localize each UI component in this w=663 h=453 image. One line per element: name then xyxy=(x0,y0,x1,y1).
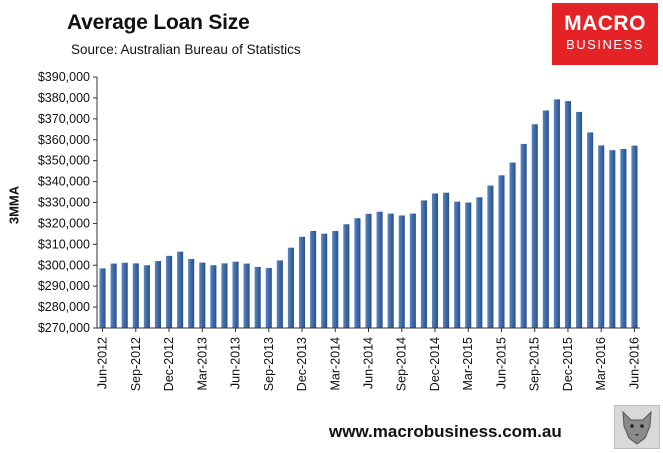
y-tick-label: $300,000 xyxy=(38,258,90,272)
x-tick-label: Jun-2012 xyxy=(96,337,110,389)
y-tick-label: $360,000 xyxy=(38,133,90,147)
bar-Jul-2013 xyxy=(243,263,250,328)
x-tick-label: Jun-2015 xyxy=(494,337,508,389)
chart-subtitle: Source: Australian Bureau of Statistics xyxy=(71,42,301,57)
bar-Mar-2014 xyxy=(332,230,339,328)
bar-May-2015 xyxy=(487,185,494,328)
bar-Dec-2013 xyxy=(298,236,306,328)
x-tick-label: Dec-2014 xyxy=(428,337,442,391)
bar-Feb-2014 xyxy=(321,233,328,328)
bar-Apr-2015 xyxy=(476,197,483,328)
bar-Oct-2015 xyxy=(542,110,549,328)
y-tick-label: $280,000 xyxy=(38,300,90,314)
y-tick-label: $270,000 xyxy=(38,321,90,335)
x-tick-label: Sep-2014 xyxy=(395,337,409,391)
bar-Sep-2012 xyxy=(132,263,139,328)
x-tick-label: Mar-2016 xyxy=(594,337,608,391)
x-tick-label: Jun-2016 xyxy=(627,337,641,389)
x-tick-label: Dec-2013 xyxy=(295,337,309,391)
x-tick-label: Dec-2015 xyxy=(561,337,575,391)
y-tick-label: $390,000 xyxy=(38,70,90,84)
logo-line-1: MACRO xyxy=(564,12,646,35)
bar-Jul-2014 xyxy=(376,211,383,328)
x-tick-label: Dec-2012 xyxy=(162,337,176,391)
bar-Jul-2015 xyxy=(509,162,516,328)
bar-Apr-2014 xyxy=(343,224,350,328)
bar-Jul-2012 xyxy=(110,263,117,328)
bar-Jan-2015 xyxy=(443,192,450,328)
bar-Dec-2015 xyxy=(564,101,572,328)
bar-Nov-2012 xyxy=(154,261,161,328)
bar-Mar-2013 xyxy=(199,262,206,328)
wolf-icon xyxy=(614,405,660,449)
bar-Apr-2016 xyxy=(609,150,616,328)
bar-Nov-2014 xyxy=(420,200,427,328)
bar-Jun-2012 xyxy=(99,268,106,328)
bar-Aug-2013 xyxy=(254,266,261,328)
bar-Jan-2013 xyxy=(177,251,184,328)
x-tick-label: Mar-2014 xyxy=(328,337,342,391)
bar-Oct-2012 xyxy=(143,265,150,328)
x-tick-label: Jun-2014 xyxy=(362,337,376,389)
bar-Feb-2015 xyxy=(454,201,461,328)
y-tick-label: $320,000 xyxy=(38,216,90,230)
y-tick-label: $330,000 xyxy=(38,196,90,210)
x-tick-label: Mar-2015 xyxy=(461,337,475,391)
bar-Nov-2013 xyxy=(287,247,294,328)
bar-Aug-2015 xyxy=(520,143,527,328)
x-tick-label: Sep-2015 xyxy=(528,337,542,391)
bar-Oct-2014 xyxy=(409,213,416,328)
bar-Jan-2016 xyxy=(576,111,583,328)
bar-Sep-2015 xyxy=(531,124,538,328)
bar-May-2016 xyxy=(620,148,627,328)
x-tick-label: Sep-2013 xyxy=(262,337,276,391)
bar-Aug-2014 xyxy=(387,213,394,328)
bar-Oct-2013 xyxy=(276,260,283,328)
y-tick-label: $340,000 xyxy=(38,175,90,189)
bar-Jun-2013 xyxy=(232,261,239,328)
x-tick-label: Jun-2013 xyxy=(229,337,243,389)
footer-url[interactable]: www.macrobusiness.com.au xyxy=(329,422,562,441)
bar-Feb-2013 xyxy=(188,258,195,328)
bar-Feb-2016 xyxy=(587,132,594,328)
y-tick-label: $350,000 xyxy=(38,154,90,168)
y-tick-label: $380,000 xyxy=(38,91,90,105)
bar-Dec-2012 xyxy=(165,255,173,328)
bar-May-2014 xyxy=(354,218,361,328)
bar-Jan-2014 xyxy=(310,230,317,328)
bar-Apr-2013 xyxy=(210,265,217,328)
y-tick-label: $370,000 xyxy=(38,112,90,126)
x-axis-ticks: Jun-2012 Sep-2012 Dec-2012 Mar-2013 Jun-2013… xyxy=(96,328,641,391)
y-axis-ticks: $270,000 $280,000 $290,000 $300,000 $310,000… xyxy=(38,70,97,335)
macro-business-logo[interactable]: MACRO BUSINESS xyxy=(552,3,658,65)
bar-Jun-2014 xyxy=(365,213,372,328)
y-tick-label: $290,000 xyxy=(38,279,90,293)
logo-line-2: BUSINESS xyxy=(566,37,644,52)
bar-Nov-2015 xyxy=(553,99,560,329)
bar-Sep-2014 xyxy=(398,215,405,328)
bar-Dec-2014 xyxy=(431,193,439,328)
x-tick-label: Mar-2013 xyxy=(195,337,209,391)
bar-Mar-2015 xyxy=(465,202,472,328)
bar-Jun-2016 xyxy=(631,145,638,328)
bar-Mar-2016 xyxy=(598,145,605,328)
bar-series xyxy=(99,99,638,329)
bar-Aug-2012 xyxy=(121,262,128,328)
y-tick-label: $310,000 xyxy=(38,237,90,251)
chart-title: Average Loan Size xyxy=(67,11,250,34)
bar-Jun-2015 xyxy=(498,175,505,328)
bar-Sep-2013 xyxy=(265,267,272,328)
bar-May-2013 xyxy=(221,263,228,328)
x-tick-label: Sep-2012 xyxy=(129,337,143,391)
